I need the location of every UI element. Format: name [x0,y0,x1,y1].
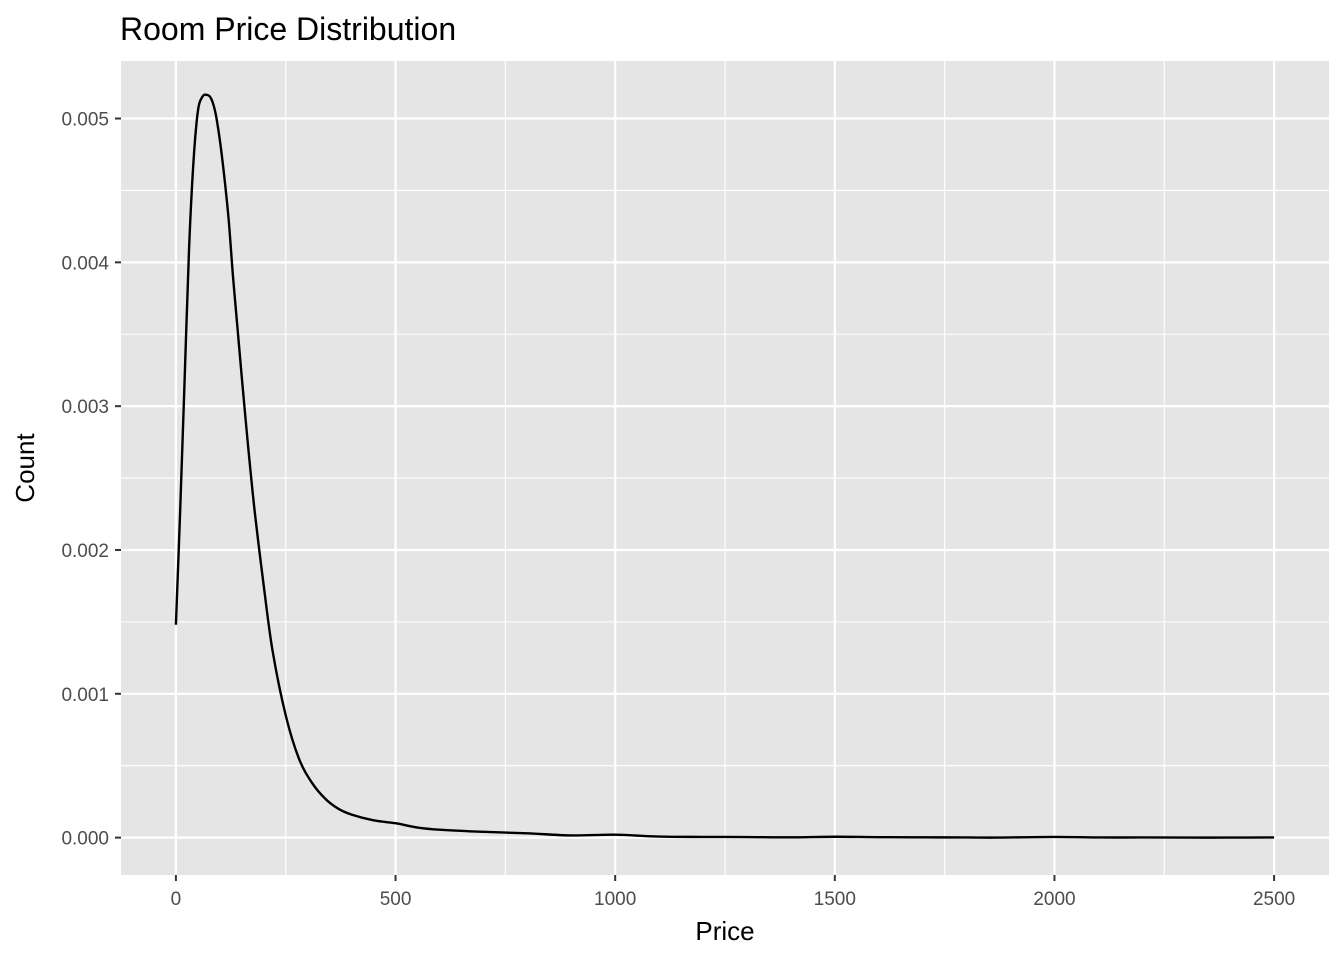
x-tick-label: 2500 [1253,889,1295,910]
density-line [174,93,1275,839]
y-tick-label: 0.001 [61,685,109,706]
y-tick-label: 0.004 [61,253,109,274]
x-tick-label: 2000 [1033,889,1075,910]
major-gridlines [121,61,1329,875]
x-tick-label: 1500 [814,889,856,910]
y-tick-label: 0.005 [61,110,109,131]
y-tick-label: 0.003 [61,397,109,418]
chart-title: Room Price Distribution [120,11,456,47]
x-tick-label: 1000 [594,889,636,910]
x-tick-label: 500 [380,889,412,910]
minor-gridlines [121,61,1329,875]
x-tick-label: 0 [171,889,182,910]
y-axis-title: Count [10,433,40,503]
x-axis-title: Price [695,916,754,946]
y-axis-ticks: 0.000 0.001 0.002 0.003 0.004 0.005 [61,110,121,850]
y-tick-label: 0.000 [61,829,109,850]
x-axis-ticks: 0 500 1000 1500 2000 2500 [171,875,1295,910]
y-tick-label: 0.002 [61,541,109,562]
